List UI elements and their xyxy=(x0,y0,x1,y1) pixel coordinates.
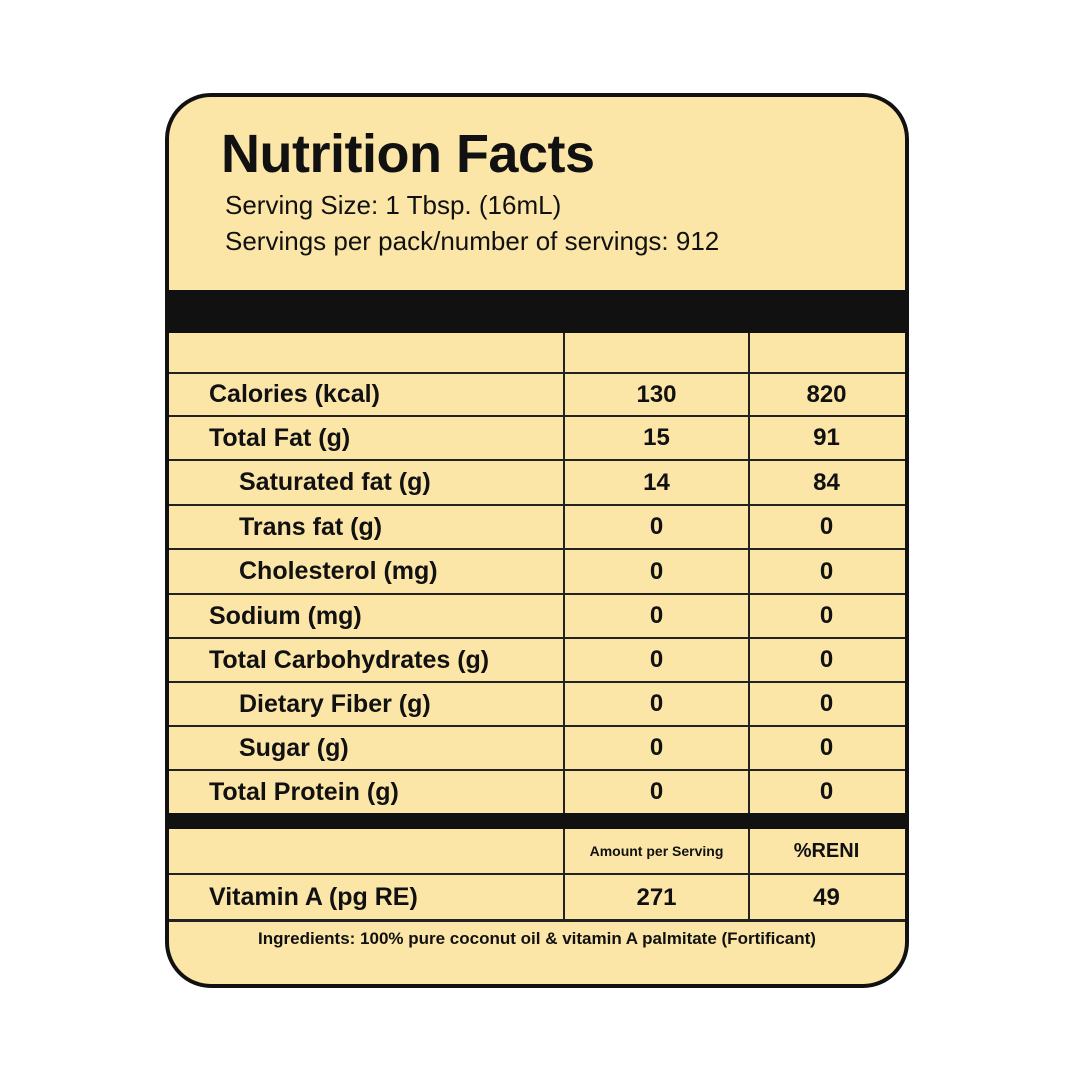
serving-size: Serving Size: 1 Tbsp. (16mL) xyxy=(225,190,562,220)
nutrient-name: Saturated fat (g) xyxy=(239,468,431,496)
column-divider xyxy=(563,333,565,813)
row-divider xyxy=(169,637,905,639)
nutrient-name: Sugar (g) xyxy=(239,733,349,762)
vitamin-name: Vitamin A (pg RE) xyxy=(209,883,418,911)
table-row: Cholesterol (mg) 0 0 xyxy=(169,550,905,593)
per-100-value: 91 xyxy=(813,424,840,451)
per-serving-value: 0 xyxy=(649,734,664,761)
per-100-value: 84 xyxy=(813,468,840,496)
table-row: Total Fat (g) 15 91 xyxy=(169,417,905,459)
per-100-value: 0 xyxy=(819,690,834,717)
row-divider xyxy=(169,725,905,727)
table-row: Trans fat (g) 0 0 xyxy=(169,506,905,548)
ingredients-text: Ingredients: 100% pure coconut oil & vit… xyxy=(258,929,816,948)
table-row: Sodium (mg) 0 0 xyxy=(169,595,905,637)
servings-per-pack: Servings per pack/number of servings: 91… xyxy=(225,226,720,256)
amount-per-serving-header: Amount per Serving xyxy=(589,843,724,859)
per-100-value: 0 xyxy=(819,778,834,805)
thick-divider-bar xyxy=(169,290,905,333)
nutrient-name: Dietary Fiber (g) xyxy=(239,689,431,718)
per-serving-value: 0 xyxy=(649,690,664,717)
table-row: Total Carbohydrates (g) 0 0 xyxy=(169,639,905,681)
table-row: Sugar (g) 0 0 xyxy=(169,727,905,769)
row-divider xyxy=(169,372,905,374)
per-100-value: 0 xyxy=(819,557,834,585)
table-row: Saturated fat (g) 14 84 xyxy=(169,461,905,504)
per-serving-value: 0 xyxy=(649,646,664,673)
per-serving-value: 15 xyxy=(643,424,670,451)
per-serving-value: 0 xyxy=(649,557,664,585)
row-divider xyxy=(169,873,905,875)
nutrient-name: Calories (kcal) xyxy=(209,380,380,408)
nutrient-name: Cholesterol (mg) xyxy=(239,557,438,585)
nutrient-name: Total Carbohydrates (g) xyxy=(209,645,490,674)
row-divider xyxy=(169,548,905,550)
row-divider xyxy=(169,919,905,922)
per-serving-value: 0 xyxy=(649,513,664,540)
per-serving-value: 130 xyxy=(636,380,677,408)
per-serving-value: 14 xyxy=(643,468,670,496)
row-divider xyxy=(169,769,905,771)
label-title: Nutrition Facts xyxy=(221,124,595,184)
nutrition-facts-label: Nutrition Facts Serving Size: 1 Tbsp. (1… xyxy=(165,93,909,988)
nutrient-name: Trans fat (g) xyxy=(239,512,383,541)
row-divider xyxy=(169,681,905,683)
per-100-value: 820 xyxy=(806,380,847,408)
row-divider xyxy=(169,415,905,417)
table-row: Dietary Fiber (g) 0 0 xyxy=(169,683,905,725)
row-divider xyxy=(169,459,905,461)
nutrient-name: Sodium (mg) xyxy=(209,601,362,630)
vitamin-amount: 271 xyxy=(636,883,677,911)
vitamin-reni: 49 xyxy=(813,883,840,911)
row-divider xyxy=(169,593,905,595)
medium-divider-bar xyxy=(169,813,905,829)
per-100-value: 0 xyxy=(819,646,834,673)
column-divider xyxy=(748,333,750,813)
per-serving-value: 0 xyxy=(649,602,664,629)
row-divider xyxy=(169,504,905,506)
table-row: Total Protein (g) 0 0 xyxy=(169,771,905,813)
per-serving-value: 0 xyxy=(649,778,664,805)
per-100-value: 0 xyxy=(819,602,834,629)
vitamin-row: Vitamin A (pg RE) 271 49 xyxy=(169,875,905,920)
vitamin-header-row: Amount per Serving %RENI xyxy=(169,829,905,873)
nutrient-name: Total Protein (g) xyxy=(209,777,399,806)
per-100-value: 0 xyxy=(819,734,834,761)
per-100-value: 0 xyxy=(819,513,834,540)
table-row: Calories (kcal) 130 820 xyxy=(169,374,905,415)
nutrient-name: Total Fat (g) xyxy=(209,423,351,452)
reni-header: %RENI xyxy=(793,839,860,862)
